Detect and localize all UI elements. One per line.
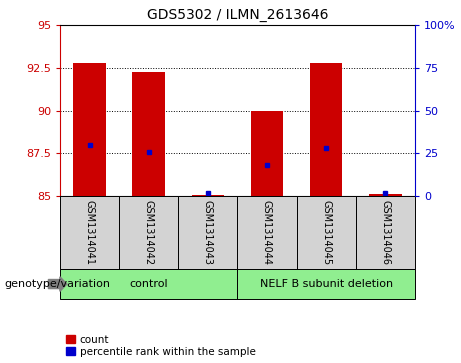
Bar xyxy=(237,269,415,299)
Bar xyxy=(356,196,415,269)
Bar xyxy=(119,196,178,269)
Bar xyxy=(296,196,356,269)
Text: NELF B subunit deletion: NELF B subunit deletion xyxy=(260,279,393,289)
Text: GSM1314043: GSM1314043 xyxy=(203,200,213,265)
Bar xyxy=(251,111,283,196)
Text: genotype/variation: genotype/variation xyxy=(5,279,111,289)
Text: GSM1314046: GSM1314046 xyxy=(380,200,390,265)
Legend: count, percentile rank within the sample: count, percentile rank within the sample xyxy=(65,334,257,358)
Text: control: control xyxy=(130,279,168,289)
Bar xyxy=(369,194,402,196)
Bar xyxy=(73,62,106,196)
Bar xyxy=(237,196,296,269)
Bar xyxy=(310,62,343,196)
Bar xyxy=(60,269,237,299)
Text: GSM1314041: GSM1314041 xyxy=(84,200,95,265)
Bar xyxy=(178,196,237,269)
Text: GSM1314044: GSM1314044 xyxy=(262,200,272,265)
Text: GSM1314045: GSM1314045 xyxy=(321,200,331,265)
Bar xyxy=(192,195,224,196)
Bar xyxy=(132,72,165,196)
Bar xyxy=(60,196,119,269)
Text: GSM1314042: GSM1314042 xyxy=(144,200,154,265)
Title: GDS5302 / ILMN_2613646: GDS5302 / ILMN_2613646 xyxy=(147,8,328,22)
